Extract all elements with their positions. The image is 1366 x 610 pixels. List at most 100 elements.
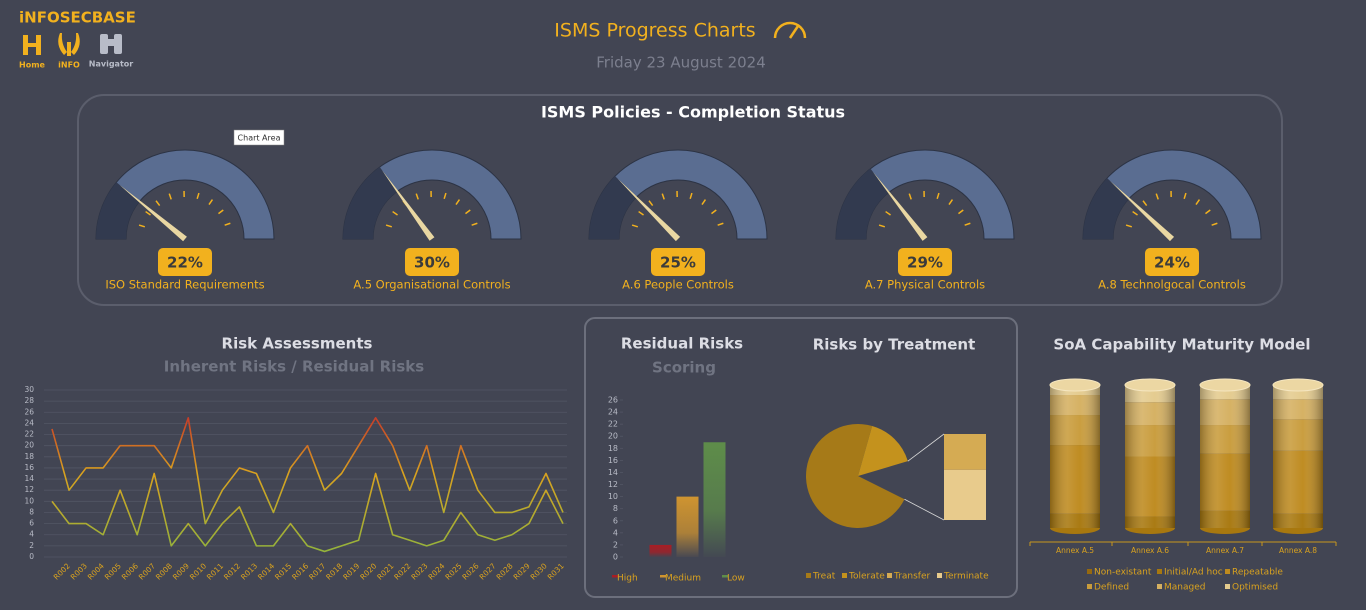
chart-title: SoA Capability Maturity Model (1053, 336, 1310, 354)
gauge-tick (1125, 224, 1133, 228)
home-icon[interactable] (23, 35, 41, 55)
gauge-tick (631, 224, 639, 228)
gauge-tick (218, 209, 224, 215)
info-icon[interactable] (58, 33, 80, 56)
legend-label: Managed (1164, 583, 1205, 593)
legend-swatch (1225, 584, 1230, 589)
y-tick-label: 14 (24, 474, 34, 483)
gauge-tick (1155, 193, 1159, 200)
gauge-tick (465, 209, 471, 215)
y-tick-label: 24 (24, 418, 34, 427)
connector (904, 498, 945, 521)
gauge-tick (392, 210, 398, 216)
gauge-tick (1142, 200, 1148, 206)
y-tick-label: 8 (613, 504, 618, 513)
gauge-tick (1205, 209, 1211, 215)
legend-swatch (1225, 569, 1230, 574)
y-tick-label: 24 (608, 408, 618, 417)
y-tick-label: 22 (24, 430, 34, 439)
gauge-tick (145, 210, 151, 216)
nav-home[interactable]: Home (19, 61, 46, 70)
value-badge (405, 248, 459, 276)
gauge-label: A.5 Organisational Controls (353, 278, 510, 292)
legend-label: Terminate (943, 572, 989, 582)
gauge-track (835, 149, 1015, 240)
pie-bar-segment (944, 469, 986, 520)
brand: iNFOSECBASE (19, 9, 136, 27)
middle-panel (584, 317, 1018, 598)
nav-info[interactable]: iNFO (58, 61, 80, 70)
gauge-panel (77, 94, 1283, 306)
gauge-tick (885, 210, 891, 216)
gauge-tick (385, 224, 393, 228)
gauge-fill (96, 182, 140, 239)
cylinder-cap (1049, 378, 1101, 392)
gauge-tick (958, 209, 964, 215)
cylinder-shade (1273, 385, 1323, 528)
navigator-icon[interactable] (100, 34, 122, 54)
gauge-fill (589, 176, 637, 239)
legend-swatch (1157, 584, 1162, 589)
gauge-fill (343, 166, 398, 239)
x-tick-label: Annex A.6 (1131, 546, 1169, 555)
chart-subtitle: Inherent Risks / Residual Risks (164, 358, 424, 376)
connector (907, 433, 945, 462)
bar (703, 442, 726, 557)
legend-label: Repeatable (1232, 568, 1283, 578)
gauge-tick (936, 192, 940, 200)
y-tick-label: 12 (608, 480, 618, 489)
gauge-tick (964, 222, 971, 226)
gauge-tick (1195, 199, 1201, 205)
value-label: 25% (660, 254, 696, 272)
pie-slice (806, 424, 905, 528)
x-tick-label: Annex A.5 (1056, 546, 1094, 555)
value-badge (1145, 248, 1199, 276)
gauge-tick (717, 222, 724, 226)
legend-label: Tolerate (848, 572, 885, 582)
gauge-tick (711, 209, 717, 215)
chart-subtitle: Scoring (652, 359, 716, 377)
gauge-tick (471, 222, 478, 226)
gauge-tick (661, 193, 665, 200)
nav-navigator[interactable]: Navigator (89, 60, 133, 69)
gauge-tick (701, 199, 707, 205)
cylinder-shade (1125, 385, 1175, 528)
risk-line (51, 472, 564, 553)
y-tick-label: 4 (29, 530, 34, 539)
gauge-needle (382, 170, 435, 241)
legend-swatch (806, 573, 811, 578)
chart-title: Risk Assessments (222, 335, 373, 353)
x-tick-label: Annex A.8 (1279, 546, 1317, 555)
page-date: Friday 23 August 2024 (596, 54, 766, 72)
gauge-label: A.8 Technolgocal Controls (1098, 278, 1246, 292)
y-tick-label: 10 (608, 492, 618, 501)
cylinder-cap (1124, 378, 1176, 392)
y-tick-label: 14 (608, 468, 618, 477)
gauge-tick (455, 199, 461, 205)
gauge-tick (168, 193, 172, 200)
gauge-needle (872, 171, 928, 241)
gauge-tick (443, 192, 447, 200)
tooltip-text: Chart Area (238, 134, 281, 143)
gauge-tick (648, 200, 654, 206)
gauge-needle (119, 184, 187, 242)
bar (676, 496, 699, 557)
legend-label: Non-existant (1094, 568, 1152, 578)
gauge-panel-title: ISMS Policies - Completion Status (541, 103, 845, 122)
gauge-tick (224, 222, 231, 226)
gauge-tick (155, 200, 161, 206)
gauge-tick (415, 193, 419, 200)
legend-label: Treat (812, 572, 836, 582)
gauge-tick (689, 192, 693, 200)
legend-label: Low (727, 574, 745, 584)
cylinder-cap (1199, 378, 1251, 392)
y-tick-label: 20 (608, 432, 618, 441)
y-tick-label: 18 (24, 452, 34, 461)
gauge-tick (208, 199, 214, 205)
value-label: 30% (414, 254, 450, 272)
value-label: 24% (1154, 254, 1190, 272)
gauge-tick (878, 224, 886, 228)
gauge-needle (1110, 180, 1175, 242)
